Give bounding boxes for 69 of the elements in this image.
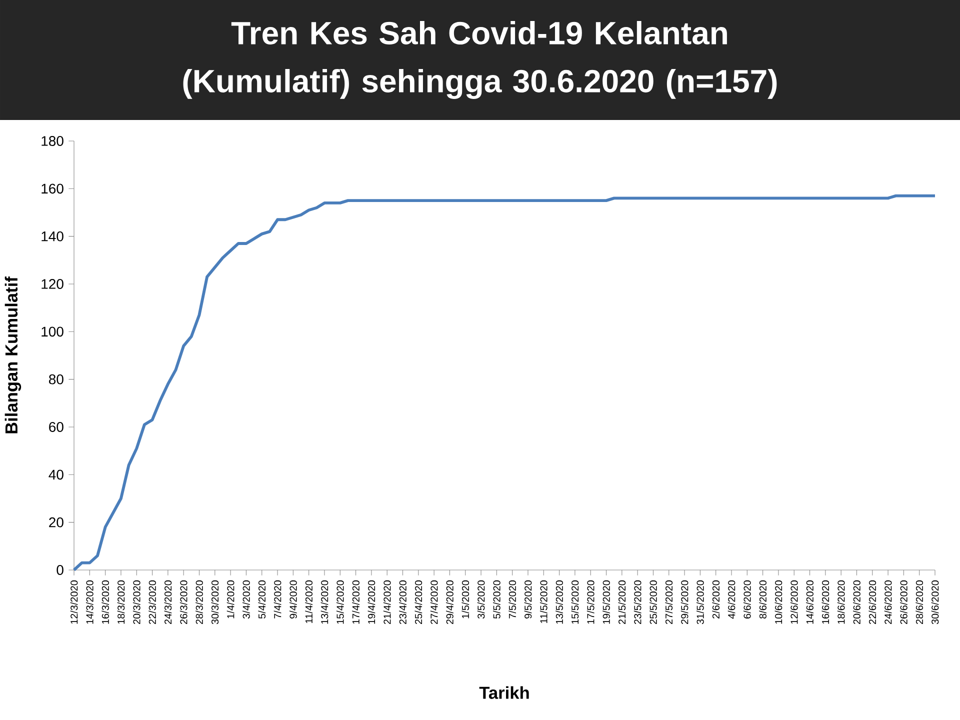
x-tick-label: 13/5/2020 (556, 580, 563, 624)
x-tick-label: 4/6/2020 (728, 580, 736, 619)
chart-title: Tren Kes Sah Covid-19 Kelantan (Kumulatif) sehingga 30.6.2020 (n=157) (183, 21, 777, 99)
x-tick-label: 19/5/2020 (602, 580, 610, 624)
x-tick-label: 24/6/2020 (884, 580, 892, 624)
x-tick-label: 21/5/2020 (618, 580, 626, 624)
x-tick-label: 20/6/2020 (853, 580, 860, 624)
x-tick-label: 23/4/2020 (399, 580, 406, 624)
x-tick-label: 14/6/2020 (806, 580, 814, 624)
x-tick-label: 28/6/2020 (916, 580, 924, 624)
x-tick-label: 14/3/2020 (86, 580, 94, 624)
x-tick-label: 17/4/2020 (352, 580, 360, 624)
x-tick-label: 27/5/2020 (665, 580, 673, 624)
x-tick-label: 12/3/2020 (70, 580, 78, 624)
x-tick-label: 1/4/2020 (226, 580, 234, 618)
x-tick-label: 20/3/2020 (132, 580, 140, 624)
x-tick-label: 1/5/2020 (462, 580, 470, 618)
x-tick-label: 18/3/2020 (117, 580, 125, 624)
x-tick-label: 6/6/2020 (743, 580, 751, 618)
x-tick-label: 9/5/2020 (524, 580, 532, 618)
x-tick-label: 8/6/2020 (759, 580, 766, 619)
x-tick-label: 25/5/2020 (650, 580, 657, 624)
x-tick-label: 7/5/2020 (508, 580, 516, 618)
x-tick-label: 11/4/2020 (305, 580, 313, 624)
x-tick-label: 30/6/2020 (931, 580, 939, 624)
x-tick-label: 2/6/2020 (712, 580, 720, 618)
x-tick-label: 16/6/2020 (822, 580, 830, 624)
x-tick-label: 15/4/2020 (336, 580, 344, 624)
x-tick-label: 10/6/2020 (774, 580, 782, 624)
x-tick-label: 3/5/2020 (477, 580, 485, 619)
x-tick-label: 28/3/2020 (196, 580, 203, 624)
y-tick-label: 180 (42, 136, 64, 146)
x-tick-label: 29/4/2020 (446, 580, 454, 624)
x-tick-label: 5/4/2020 (258, 580, 266, 619)
x-tick-label: 26/3/2020 (180, 580, 188, 624)
x-tick-label: 22/6/2020 (868, 580, 876, 624)
y-tick-label: 40 (48, 470, 64, 480)
x-tick-label: 15/5/2020 (571, 580, 579, 624)
y-axis-title: Bilangan Kumulatif (4, 276, 22, 434)
x-tick-label: 7/4/2020 (274, 580, 282, 618)
x-tick-label: 29/5/2020 (680, 580, 688, 624)
y-tick-label: 160 (42, 184, 64, 194)
x-tick-label: 16/3/2020 (102, 580, 109, 624)
y-tick-label: 0 (56, 565, 64, 575)
y-tick-label: 120 (42, 279, 64, 289)
x-tick-label: 26/6/2020 (900, 580, 908, 624)
x-tick-label: 21/4/2020 (383, 580, 391, 624)
y-tick-label: 60 (49, 422, 64, 432)
x-tick-label: 27/4/2020 (430, 580, 438, 624)
x-tick-label: 12/6/2020 (790, 580, 798, 624)
x-tick-label: 31/5/2020 (696, 580, 704, 624)
x-tick-label: 9/4/2020 (290, 580, 297, 618)
x-tick-label: 23/5/2020 (634, 580, 642, 624)
y-tick-label: 80 (48, 374, 64, 384)
x-tick-label: 5/5/2020 (493, 580, 500, 619)
x-tick-label: 30/3/2020 (211, 580, 219, 624)
x-tick-label: 24/3/2020 (164, 580, 172, 624)
x-tick-label: 22/3/2020 (148, 580, 156, 624)
y-tick-label: 140 (42, 231, 64, 242)
x-axis-title: Tarikh (479, 686, 529, 699)
x-tick-label: 17/5/2020 (586, 580, 594, 624)
x-tick-label: 3/4/2020 (242, 580, 250, 619)
x-tick-label: 25/4/2020 (414, 580, 422, 624)
y-tick-label: 100 (42, 326, 64, 337)
x-tick-label: 11/5/2020 (540, 580, 548, 624)
y-tick-label: 20 (49, 517, 64, 528)
x-tick-label: 19/4/2020 (368, 580, 376, 624)
x-tick-label: 13/4/2020 (320, 580, 328, 624)
x-tick-label: 18/6/2020 (837, 580, 845, 624)
